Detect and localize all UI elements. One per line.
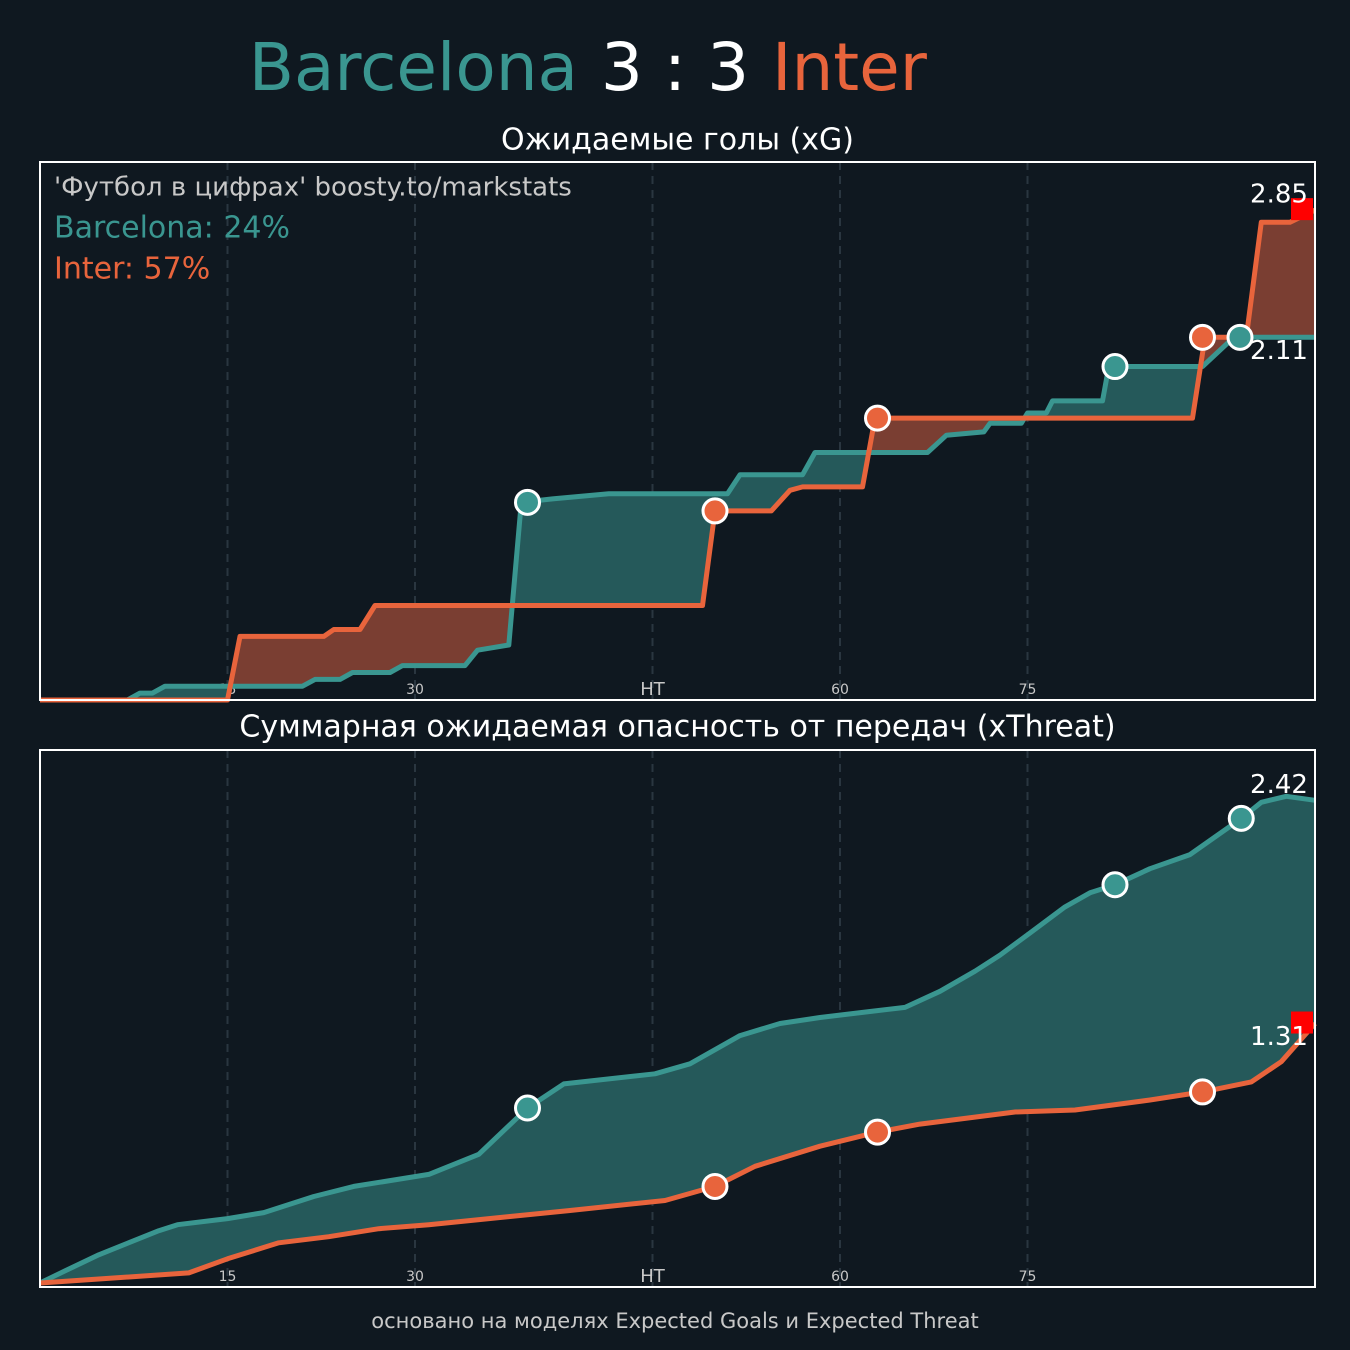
goal-marker — [1189, 323, 1216, 351]
goal-marker — [701, 497, 729, 525]
away-team: Inter — [772, 29, 928, 106]
goal-marker — [864, 1118, 891, 1146]
goal-marker — [1189, 1078, 1216, 1106]
series-line — [40, 334, 1315, 703]
total-label: 2.42 — [1250, 770, 1308, 800]
annotation: Inter: 57% — [54, 252, 210, 287]
score: 3 : 3 — [601, 29, 749, 106]
series-line — [38, 793, 1316, 1286]
home-team: Barcelona — [249, 29, 578, 106]
x-tick-label: 30 — [406, 682, 424, 698]
goal-marker — [1226, 323, 1254, 351]
panel-title: Ожидаемые голы (xG) — [501, 123, 854, 158]
footer: основано на моделях Expected Goals и Exp… — [371, 1309, 978, 1333]
x-tick-label: HT — [640, 679, 666, 700]
goal-marker — [1101, 871, 1129, 899]
x-tick-label: 75 — [1019, 1269, 1037, 1285]
goal-marker — [864, 404, 891, 432]
x-tick-label: 15 — [219, 1269, 237, 1285]
panel-title: Суммарная ожидаемая опасность от передач… — [239, 710, 1115, 745]
end-marker — [1291, 1011, 1313, 1034]
x-tick-label: 30 — [406, 1269, 424, 1285]
goal-marker — [1101, 353, 1129, 381]
annotation: Barcelona: 24% — [54, 211, 290, 246]
goal-marker — [514, 1094, 541, 1122]
x-tick-label: 60 — [831, 1269, 849, 1285]
total-label: 2.11 — [1250, 336, 1308, 366]
goal-marker — [1227, 804, 1255, 832]
plot-frame — [39, 161, 1316, 701]
plot-frame — [39, 749, 1316, 1288]
end-marker — [1291, 198, 1313, 221]
x-tick-label: 75 — [1019, 682, 1037, 698]
total-label: 2.85 — [1250, 180, 1308, 210]
goal-marker — [514, 488, 541, 516]
x-tick-label: 60 — [831, 682, 849, 698]
total-label: 1.31 — [1250, 1022, 1308, 1052]
annotation: 'Футбол в цифрах' boosty.to/markstats — [54, 173, 572, 203]
goal-marker — [701, 1172, 729, 1200]
x-tick-label: HT — [640, 1266, 666, 1287]
